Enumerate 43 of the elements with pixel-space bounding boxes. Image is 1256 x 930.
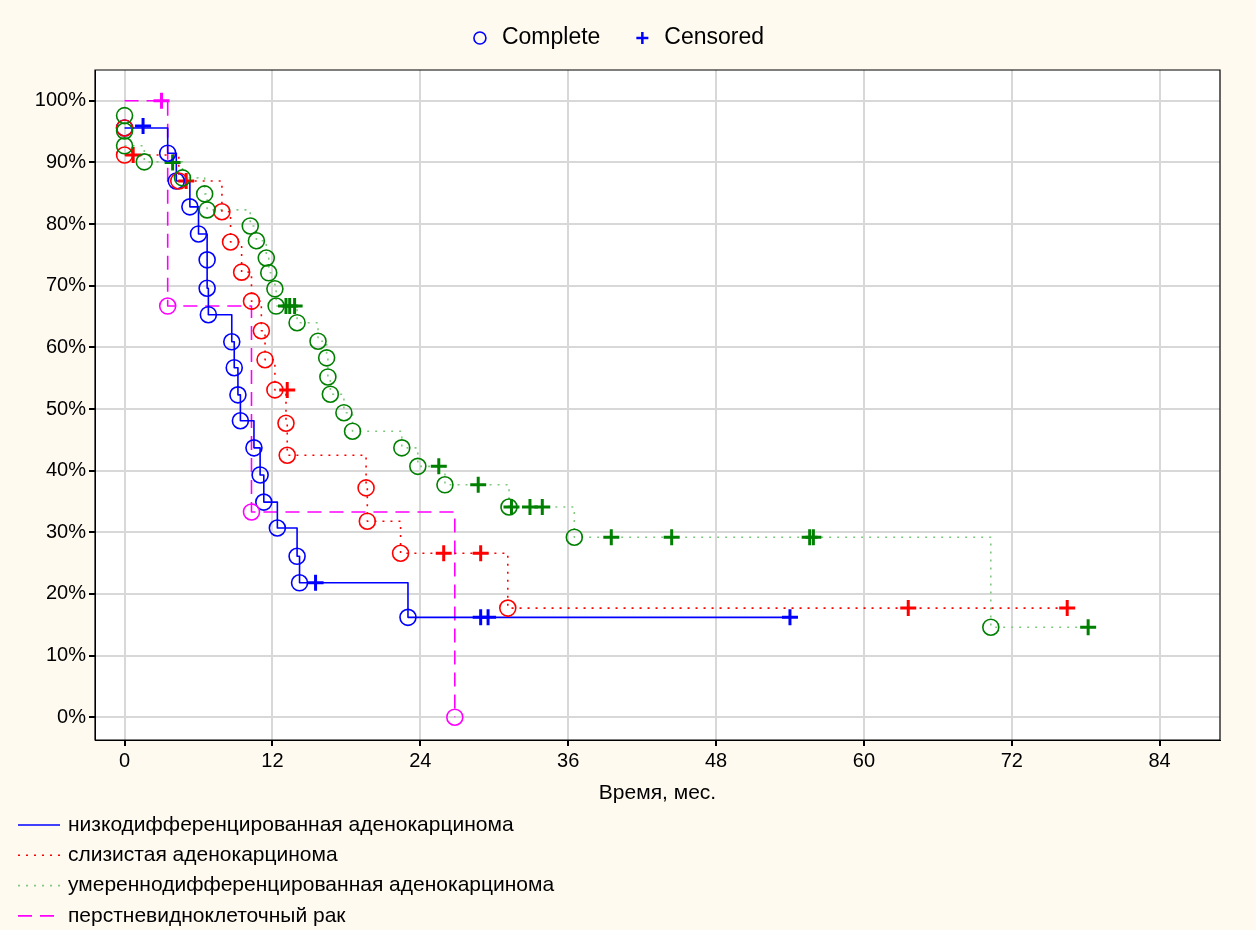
y-tick-label: 60% [45, 334, 87, 357]
point [1078, 617, 1098, 637]
point [1057, 598, 1077, 618]
point [532, 497, 552, 517]
y-tick-label: 40% [45, 458, 87, 481]
point [898, 598, 918, 618]
point [133, 116, 153, 136]
point [306, 573, 326, 593]
x-tick-label: 60 [852, 748, 876, 771]
point [501, 497, 521, 517]
point [471, 543, 491, 563]
y-tick-label: 0% [57, 704, 87, 727]
point [277, 380, 297, 400]
point [429, 456, 449, 476]
x-tick-label: 72 [1000, 748, 1023, 771]
y-tick-label: 100% [34, 88, 87, 111]
y-tick-label: 70% [45, 273, 87, 296]
legend-label: слизистая аденокарцинома [68, 842, 338, 866]
y-tick-label: 30% [45, 519, 87, 542]
point [601, 527, 621, 547]
x-tick-label: 84 [1148, 748, 1171, 771]
x-tick-label: 24 [409, 748, 432, 771]
y-tick-label: 50% [45, 396, 87, 419]
x-tick-label: 48 [704, 748, 728, 771]
x-tick-label: 36 [557, 748, 580, 771]
x-tick-label: 0 [119, 748, 131, 771]
legend-label: Complete [501, 23, 601, 50]
y-tick-label: 90% [45, 149, 87, 172]
point [780, 607, 800, 627]
point [468, 475, 488, 495]
legend-label: перстневидноклеточный рак [68, 902, 347, 926]
x-axis-title: Время, мес. [598, 780, 717, 804]
point [662, 527, 682, 547]
point [152, 91, 172, 111]
legend-label: Censored [664, 23, 765, 50]
legend-label: низкодифференцированная аденокарцинома [68, 811, 514, 835]
x-tick-label: 12 [261, 748, 284, 771]
y-tick-label: 80% [45, 211, 87, 234]
legend-label: умереннодифференцированная аденокарцинома [68, 872, 555, 896]
point [163, 152, 183, 172]
y-tick-label: 10% [45, 643, 87, 666]
y-tick-label: 20% [45, 581, 87, 604]
point [434, 543, 454, 563]
